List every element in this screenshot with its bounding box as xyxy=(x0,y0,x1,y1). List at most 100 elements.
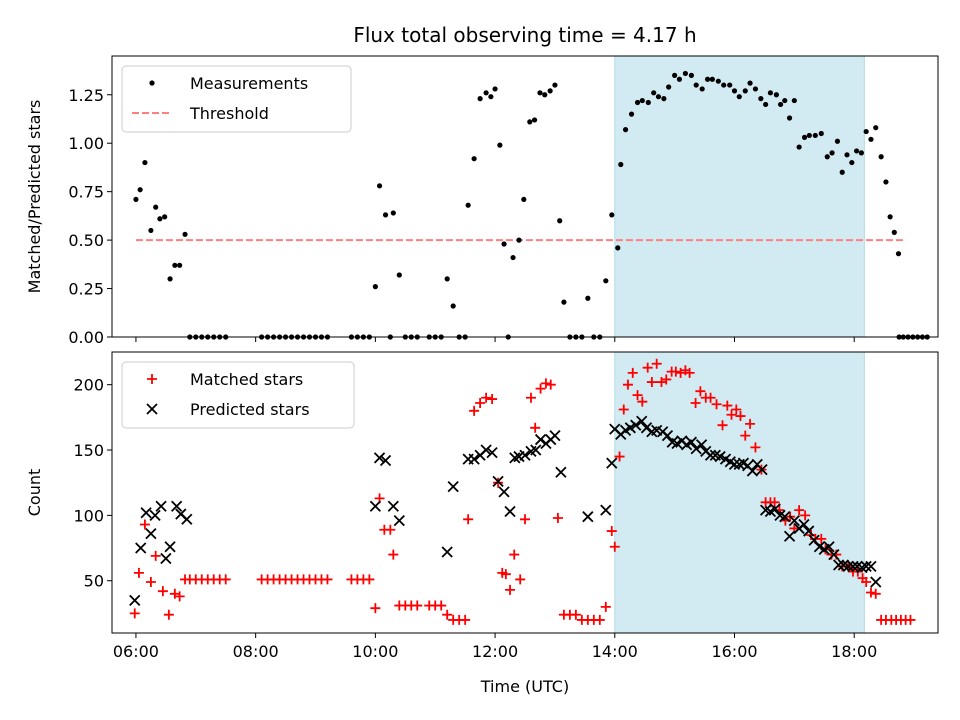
predicted-point xyxy=(441,546,453,558)
matched-point xyxy=(174,591,185,602)
measurement-point xyxy=(806,132,812,139)
matched-point xyxy=(545,379,556,390)
measurement-point xyxy=(709,76,715,82)
measurement-point xyxy=(812,132,818,139)
matched-point xyxy=(515,574,526,585)
predicted-point xyxy=(803,525,815,537)
measurement-point xyxy=(471,156,477,162)
measurement-point xyxy=(172,262,178,268)
measurement-point xyxy=(839,169,845,175)
legend-label: Matched stars xyxy=(190,370,303,389)
y-axis-label: Matched/Predicted stars xyxy=(25,100,44,294)
matched-point xyxy=(726,409,737,420)
x-tick-label: 16:00 xyxy=(711,642,757,661)
matched-point xyxy=(800,510,811,521)
y-tick-label: 150 xyxy=(73,441,104,460)
measurement-point xyxy=(863,128,869,135)
matched-point xyxy=(469,405,480,416)
matched-point xyxy=(475,397,486,408)
measurement-point xyxy=(763,101,769,108)
measurement-point xyxy=(676,76,683,82)
measurement-point xyxy=(731,88,738,94)
measurement-point xyxy=(742,88,748,94)
predicted-point xyxy=(842,560,854,572)
matched-point xyxy=(540,378,551,389)
series-measurements xyxy=(133,70,930,340)
predicted-point xyxy=(534,433,547,446)
measurement-point xyxy=(521,196,527,203)
measurement-point xyxy=(390,210,396,216)
predicted-point xyxy=(746,465,759,477)
predicted-point xyxy=(779,511,791,523)
matched-point xyxy=(750,442,761,453)
matched-point xyxy=(570,609,581,620)
measurement-point xyxy=(801,134,808,140)
measurement-point xyxy=(666,84,672,90)
predicted-point xyxy=(769,503,781,515)
predicted-point xyxy=(847,560,859,572)
measurement-point xyxy=(786,115,793,121)
y-tick-label: 1.25 xyxy=(68,86,104,105)
measurement-point xyxy=(873,125,879,131)
matched-point xyxy=(622,379,633,390)
predicted-point xyxy=(636,415,648,427)
predicted-point xyxy=(624,422,636,434)
matched-point xyxy=(646,377,657,388)
predicted-point xyxy=(486,447,498,459)
measurement-point xyxy=(727,82,733,88)
predicted-point xyxy=(379,454,392,467)
predicted-point xyxy=(685,436,698,448)
predicted-point xyxy=(160,552,172,565)
legend-label: Predicted stars xyxy=(190,400,310,419)
matched-point xyxy=(684,367,695,378)
matched-point xyxy=(322,574,333,585)
measurement-point xyxy=(824,154,830,160)
predicted-point xyxy=(606,457,618,469)
measurement-point xyxy=(672,72,678,78)
matched-point xyxy=(690,397,701,408)
matched-point xyxy=(651,358,662,369)
predicted-point xyxy=(630,419,642,431)
measurement-point xyxy=(752,86,759,92)
measurement-point xyxy=(777,101,784,108)
predicted-point xyxy=(468,453,480,465)
predicted-point xyxy=(828,548,840,561)
predicted-point xyxy=(555,466,567,478)
matched-point xyxy=(220,574,231,585)
matched-point xyxy=(520,514,530,525)
measurement-point xyxy=(622,127,629,133)
predicted-point xyxy=(393,514,405,527)
matched-point xyxy=(385,524,396,535)
predicted-point xyxy=(582,511,594,523)
matched-point xyxy=(436,600,447,611)
x-tick-label: 14:00 xyxy=(592,642,638,661)
x-tick-label: 06:00 xyxy=(113,642,159,661)
predicted-point xyxy=(714,450,726,463)
measurement-point xyxy=(465,202,471,208)
y-tick-label: 1.00 xyxy=(68,134,104,153)
matched-point xyxy=(816,533,827,544)
predicted-point xyxy=(447,480,459,493)
measurement-point xyxy=(162,214,168,220)
matched-point xyxy=(670,366,681,377)
measurement-point xyxy=(552,82,558,88)
predicted-point xyxy=(704,449,717,461)
measurement-point xyxy=(153,204,159,210)
predicted-point xyxy=(181,513,193,525)
measurement-point xyxy=(396,272,402,278)
measurement-point xyxy=(758,96,764,102)
predicted-point xyxy=(600,504,612,516)
measurement-point xyxy=(585,295,591,301)
predicted-point xyxy=(498,486,510,498)
predicted-point xyxy=(387,500,399,512)
measurement-point xyxy=(829,150,835,156)
measurement-point xyxy=(853,148,860,154)
predicted-point xyxy=(480,444,492,456)
matched-point xyxy=(481,392,492,403)
measurement-point xyxy=(767,90,774,96)
measurement-point xyxy=(682,70,689,77)
legend: Measurements Threshold xyxy=(121,65,352,133)
predicted-point xyxy=(171,500,183,512)
predicted-point xyxy=(373,452,386,464)
